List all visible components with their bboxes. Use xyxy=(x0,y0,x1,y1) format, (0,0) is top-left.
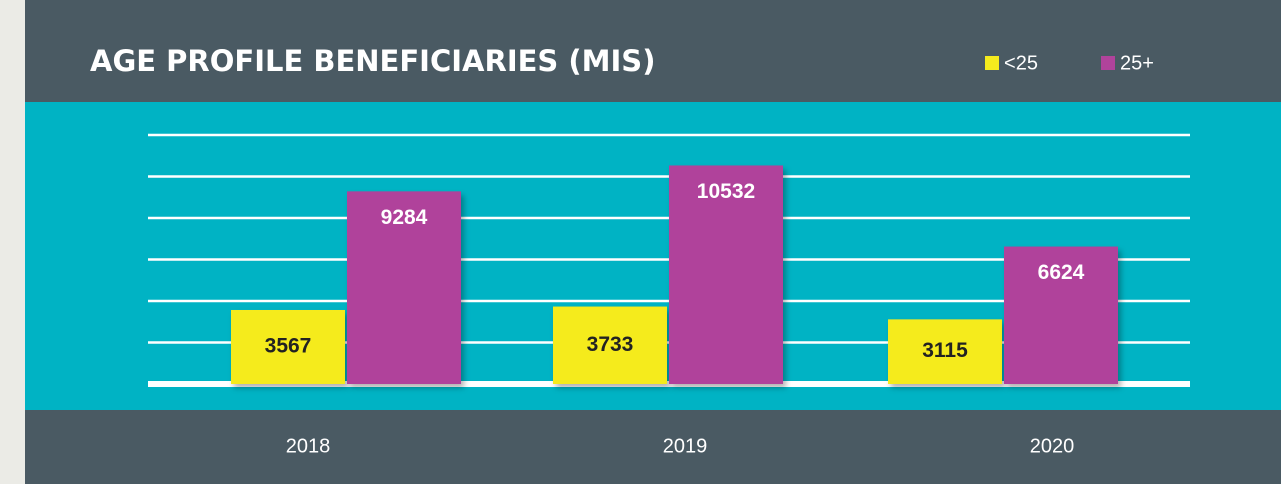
legend-label: 25+ xyxy=(1120,52,1154,74)
legend-swatch xyxy=(1101,56,1115,70)
x-tick-label: 2020 xyxy=(1030,435,1075,457)
bar xyxy=(1004,246,1118,384)
footer-band xyxy=(25,410,1281,484)
data-label: 10532 xyxy=(697,180,755,203)
bar xyxy=(231,309,345,384)
bar xyxy=(888,319,1002,384)
bar xyxy=(553,306,667,384)
data-label: 3115 xyxy=(922,339,968,362)
data-label: 6624 xyxy=(1038,261,1085,284)
header xyxy=(25,0,1281,102)
data-label: 3733 xyxy=(587,333,634,356)
bar xyxy=(347,191,461,384)
marks: 3567 9284 3733 10532 3115 6624 xyxy=(231,165,1118,384)
legend-swatch xyxy=(985,56,999,70)
data-label: 3567 xyxy=(265,335,312,358)
x-tick-label: 2018 xyxy=(286,435,331,457)
bar xyxy=(669,165,783,384)
x-tick-label: 2019 xyxy=(663,435,708,457)
data-label: 9284 xyxy=(381,206,428,229)
chart-title: AGE PROFILE BENEFICIARIES (MIS) xyxy=(90,44,655,78)
legend-label: <25 xyxy=(1004,52,1038,74)
